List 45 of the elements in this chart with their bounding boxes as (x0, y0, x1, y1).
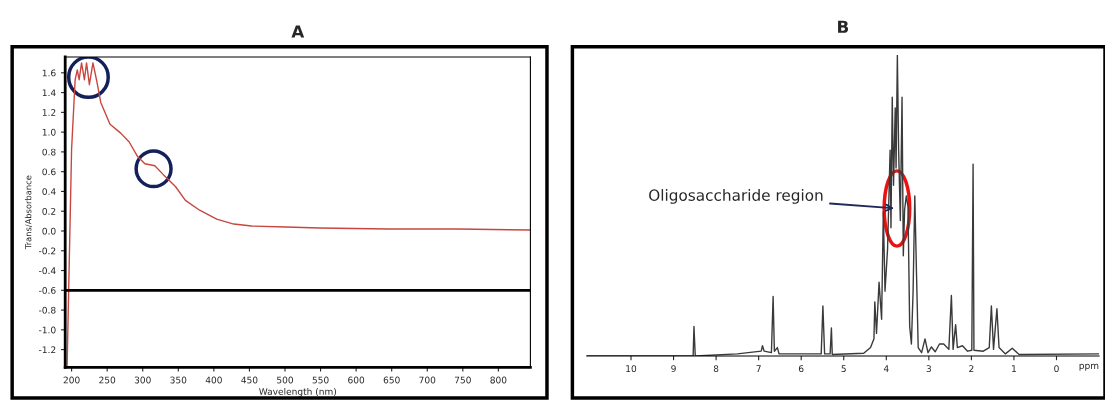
y-tick-label: 1.0 (42, 128, 56, 136)
y-tick-label: 0.0 (42, 227, 56, 235)
x-tick-label: 300 (134, 376, 151, 384)
y-tick-label: -0.4 (38, 267, 56, 275)
x-tick-label: 500 (277, 376, 294, 384)
y-tick-label: -0.8 (38, 306, 56, 314)
y-axis-title: Trans/Absorbance (24, 175, 33, 250)
y-tick-label: 0.8 (42, 148, 56, 156)
y-tick-label: -1.2 (38, 346, 56, 354)
y-tick-label: 1.2 (42, 109, 56, 116)
x-tick-label: 9 (671, 365, 676, 373)
x-axis-title: ppm (1079, 363, 1099, 371)
x-tick-label: 10 (626, 365, 637, 373)
x-tick-label: 550 (312, 376, 329, 384)
y-tick-label: 1.6 (42, 69, 56, 77)
x-tick-label: 250 (99, 376, 116, 384)
x-tick-label: 650 (383, 376, 400, 384)
annotation: Oligosaccharide region (649, 189, 823, 204)
x-tick-label: 4 (883, 365, 889, 372)
x-tick-label: 800 (490, 376, 507, 384)
x-tick-label: 2 (969, 365, 974, 372)
x-axis-title: Wavelength (nm) (259, 387, 337, 397)
x-tick-label: 400 (205, 376, 222, 384)
y-tick-label: 0.6 (42, 168, 56, 176)
x-tick-label: 450 (241, 376, 258, 384)
y-tick-label: -0.2 (38, 247, 56, 255)
y-tick-label: -1.0 (38, 326, 56, 334)
x-tick-label: 7 (756, 365, 761, 372)
x-tick-label: 350 (170, 376, 187, 384)
x-tick-label: 600 (348, 376, 365, 384)
y-tick-label: 1.4 (42, 89, 56, 97)
x-tick-label: 0 (1054, 365, 1059, 373)
x-tick-label: 6 (798, 365, 804, 373)
chart-title: A (291, 25, 305, 38)
x-tick-label: 8 (713, 365, 719, 373)
x-tick-label: 200 (63, 376, 80, 384)
x-tick-label: 1 (1012, 365, 1016, 372)
x-tick-label: 3 (926, 365, 931, 373)
x-tick-label: 700 (419, 376, 436, 384)
x-tick-label: 5 (841, 365, 846, 373)
chart-title: B (838, 20, 849, 33)
y-tick-label: -0.6 (38, 287, 56, 294)
x-tick-label: 750 (454, 376, 471, 384)
y-tick-label: 0.4 (42, 188, 56, 195)
y-tick-label: 0.2 (42, 207, 56, 215)
